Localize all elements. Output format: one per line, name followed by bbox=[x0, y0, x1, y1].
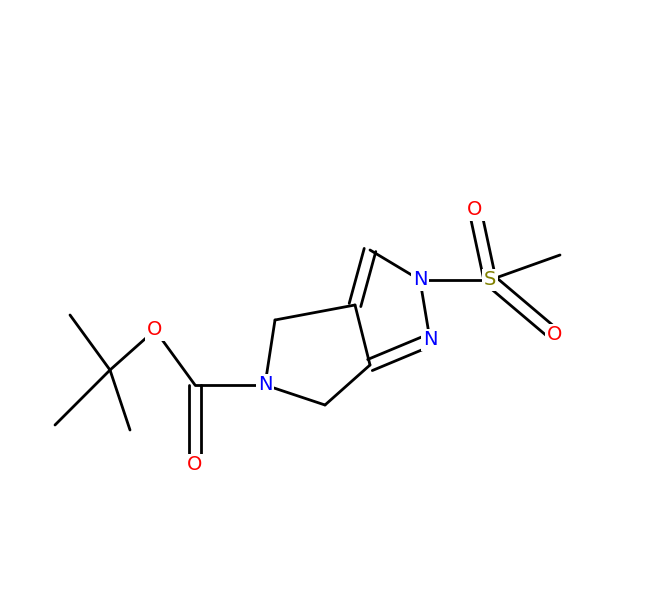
Text: N: N bbox=[258, 376, 272, 394]
Text: O: O bbox=[187, 456, 202, 474]
Text: N: N bbox=[413, 270, 427, 290]
Text: O: O bbox=[147, 321, 162, 339]
Text: O: O bbox=[467, 200, 483, 220]
Text: O: O bbox=[548, 325, 563, 344]
Text: S: S bbox=[484, 270, 496, 290]
Text: N: N bbox=[422, 330, 438, 350]
